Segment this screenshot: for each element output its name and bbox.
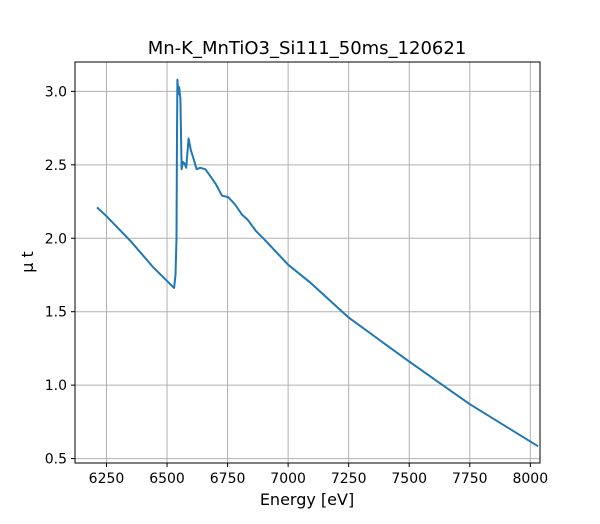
y-tick-label: 2.0	[45, 231, 67, 247]
y-tick-label: 1.5	[45, 305, 67, 321]
chart-title: Mn-K_MnTiO3_Si111_50ms_120621	[148, 38, 467, 59]
y-tick-label: 0.5	[45, 452, 67, 468]
x-tick-label: 7250	[331, 471, 367, 487]
series-line	[96, 78, 539, 448]
y-axis: 0.5 1.0 1.5 2.0 2.5 3.0	[45, 84, 75, 468]
x-tick-label: 7500	[391, 471, 427, 487]
x-axis: 6250 6500 6750 7000 7250 7500 7750 8000	[89, 463, 548, 487]
y-tick-label: 1.0	[45, 378, 67, 394]
x-tick-label: 6250	[89, 471, 125, 487]
x-tick-label: 7750	[452, 471, 488, 487]
x-tick-label: 6750	[210, 471, 246, 487]
x-tick-label: 8000	[512, 471, 548, 487]
plot-frame	[74, 61, 541, 464]
grid	[75, 62, 540, 463]
x-tick-label: 7000	[270, 471, 306, 487]
y-tick-label: 2.5	[45, 158, 67, 174]
y-axis-label: μ t	[18, 251, 37, 273]
x-tick-label: 6500	[149, 471, 185, 487]
y-tick-label: 3.0	[45, 84, 67, 100]
x-axis-label: Energy [eV]	[260, 490, 354, 509]
